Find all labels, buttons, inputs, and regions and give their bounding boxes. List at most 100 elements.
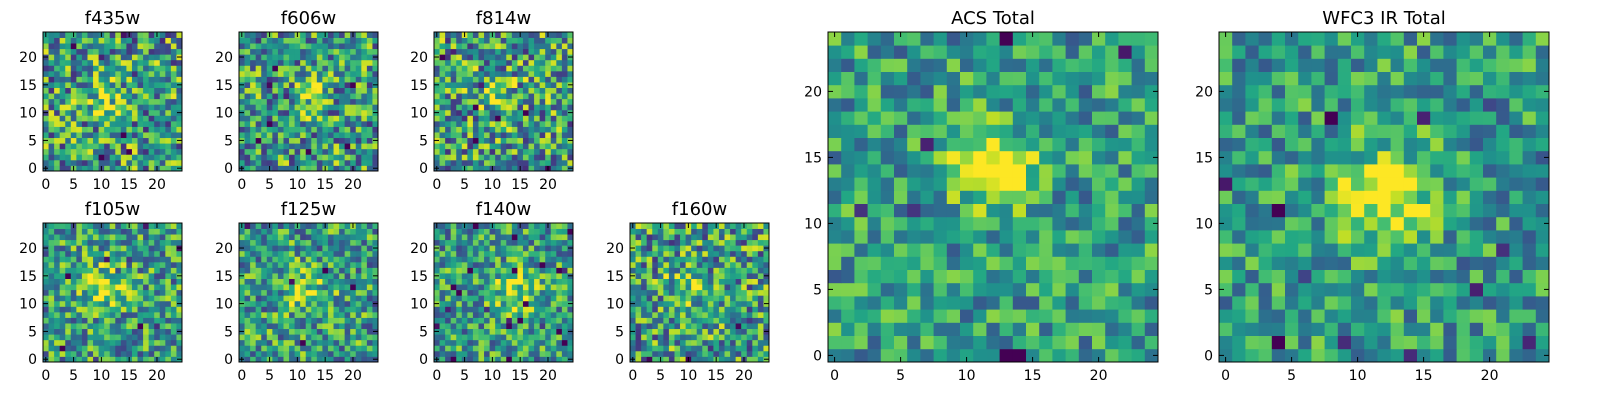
heatmap-cell bbox=[65, 43, 72, 50]
heatmap-cell bbox=[489, 245, 496, 252]
heatmap-cell bbox=[517, 82, 524, 88]
heatmap-cell bbox=[109, 65, 116, 72]
heatmap-cell bbox=[674, 334, 681, 341]
heatmap-cell bbox=[545, 48, 552, 55]
heatmap-cell bbox=[109, 143, 116, 150]
heatmap-cell bbox=[81, 143, 88, 150]
y-tick-label: 0 bbox=[615, 352, 624, 368]
heatmap-cell bbox=[159, 98, 166, 105]
heatmap-cell bbox=[511, 104, 518, 111]
heatmap-cell bbox=[159, 137, 166, 144]
heatmap-cell bbox=[54, 317, 61, 324]
heatmap-cell bbox=[283, 54, 290, 61]
heatmap-cell bbox=[366, 43, 373, 50]
heatmap-cell bbox=[567, 306, 574, 313]
heatmap-cell bbox=[104, 328, 111, 335]
heatmap-cell bbox=[109, 93, 116, 100]
heatmap-cell bbox=[43, 228, 49, 235]
heatmap-cell bbox=[484, 104, 490, 111]
heatmap-cell bbox=[366, 267, 373, 274]
heatmap-cell bbox=[445, 323, 452, 330]
heatmap-cell bbox=[244, 43, 251, 50]
heatmap-cell bbox=[933, 282, 948, 297]
heatmap-cell bbox=[154, 115, 161, 122]
heatmap-cell bbox=[300, 76, 307, 83]
heatmap-cell bbox=[76, 54, 83, 61]
heatmap-cell bbox=[735, 234, 742, 241]
heatmap-cell bbox=[54, 76, 61, 83]
heatmap-cell bbox=[272, 289, 279, 296]
heatmap-cell bbox=[311, 267, 318, 274]
heatmap-cell bbox=[986, 296, 1000, 310]
heatmap-cell bbox=[361, 59, 368, 66]
heatmap-cell bbox=[741, 317, 748, 324]
heatmap-cell bbox=[366, 323, 373, 330]
heatmap-cell bbox=[707, 273, 714, 279]
heatmap-cell bbox=[691, 223, 698, 229]
heatmap-cell bbox=[691, 356, 698, 363]
heatmap-cell bbox=[495, 159, 502, 166]
heatmap-cell bbox=[355, 98, 362, 105]
heatmap-cell bbox=[54, 48, 61, 55]
heatmap-cell bbox=[841, 150, 855, 165]
heatmap-cell bbox=[176, 267, 183, 274]
heatmap-cell bbox=[1118, 296, 1132, 310]
heatmap-cell bbox=[366, 273, 373, 279]
heatmap-cell bbox=[691, 239, 698, 246]
x-tick-label: 0 bbox=[41, 177, 50, 193]
heatmap-cell bbox=[534, 245, 541, 252]
heatmap-cell bbox=[539, 256, 546, 263]
heatmap-cell bbox=[517, 115, 524, 122]
heatmap-cell bbox=[333, 126, 340, 133]
heatmap-cell bbox=[920, 150, 934, 165]
heatmap-cell bbox=[154, 339, 161, 346]
heatmap-cell bbox=[506, 295, 513, 302]
heatmap-cell bbox=[322, 115, 329, 122]
heatmap-cell bbox=[81, 239, 88, 246]
heatmap-cell bbox=[272, 154, 279, 161]
heatmap-cell bbox=[946, 243, 961, 257]
heatmap-cell bbox=[1026, 256, 1040, 270]
heatmap-cell bbox=[680, 228, 686, 235]
heatmap-cell bbox=[305, 59, 312, 66]
heatmap-cell bbox=[495, 295, 502, 302]
heatmap-cell bbox=[170, 148, 177, 155]
heatmap-cell bbox=[305, 54, 312, 61]
heatmap-cell bbox=[735, 317, 742, 324]
heatmap-cell bbox=[355, 154, 362, 161]
heatmap-cell bbox=[120, 245, 127, 252]
heatmap-cell bbox=[327, 137, 334, 144]
heatmap-cell bbox=[54, 104, 61, 111]
heatmap-cell bbox=[556, 273, 563, 279]
heatmap-cell bbox=[250, 345, 257, 352]
heatmap-cell bbox=[109, 339, 116, 346]
heatmap-cell bbox=[550, 245, 557, 252]
heatmap-cell bbox=[170, 70, 177, 77]
heatmap-cell bbox=[646, 234, 653, 241]
heatmap-cell bbox=[495, 32, 502, 38]
heatmap-cell bbox=[327, 70, 334, 77]
heatmap-cell bbox=[283, 143, 290, 150]
heatmap-cell bbox=[294, 115, 301, 122]
heatmap-cell bbox=[109, 137, 116, 144]
heatmap-cell bbox=[361, 87, 368, 94]
heatmap-cell bbox=[59, 261, 66, 268]
heatmap-cell bbox=[344, 223, 351, 229]
heatmap-cell bbox=[120, 350, 127, 357]
heatmap-cell bbox=[148, 350, 155, 357]
heatmap-cell bbox=[646, 328, 653, 335]
heatmap-cell bbox=[461, 339, 468, 346]
y-tick-label: 20 bbox=[19, 241, 37, 257]
heatmap-cell bbox=[1131, 243, 1146, 257]
heatmap-cell bbox=[680, 245, 686, 252]
heatmap-cell bbox=[137, 245, 144, 252]
heatmap-cell bbox=[713, 300, 720, 307]
heatmap-cell bbox=[65, 339, 72, 346]
heatmap-cell bbox=[333, 70, 340, 77]
heatmap-cell bbox=[456, 109, 463, 116]
heatmap-cell bbox=[126, 289, 133, 296]
heatmap-cell bbox=[445, 98, 452, 105]
heatmap-cell bbox=[305, 70, 312, 77]
heatmap-cell bbox=[305, 234, 312, 241]
heatmap-cell bbox=[272, 93, 279, 100]
